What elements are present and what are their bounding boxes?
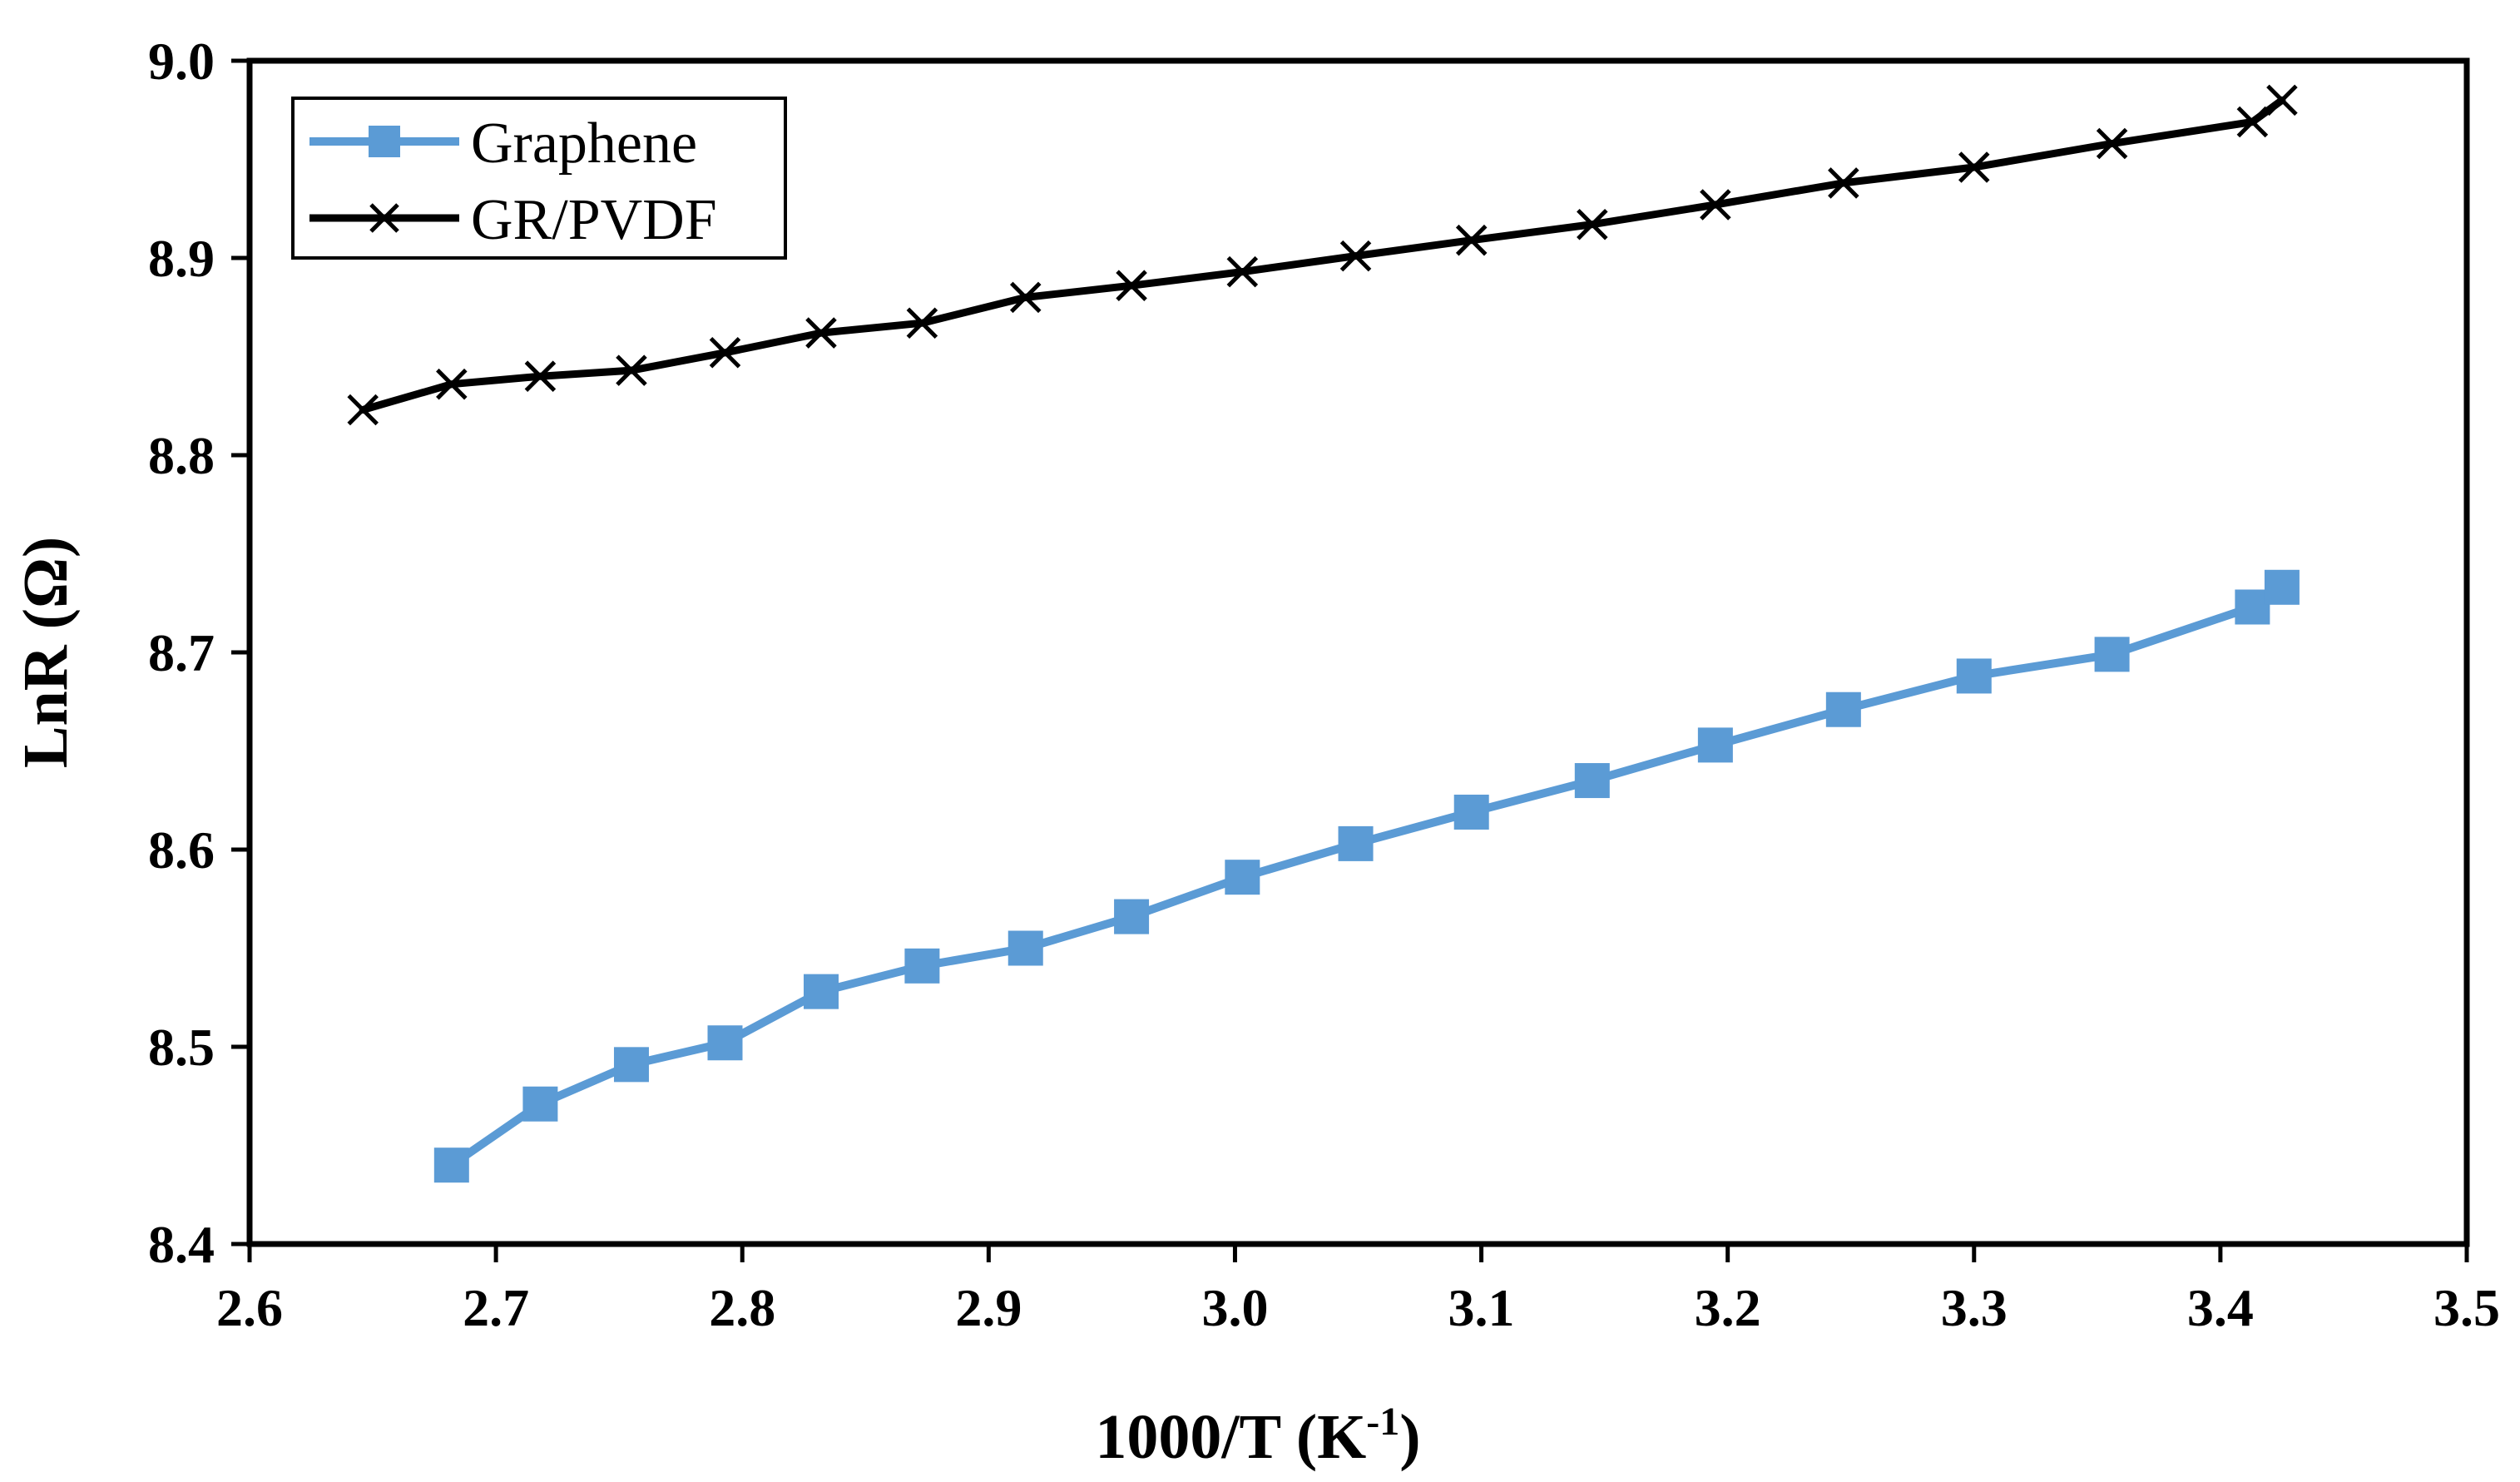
y-tick-label: 9.0 [148, 32, 215, 91]
data-point-graphene [1225, 860, 1260, 895]
data-point-gr-pvdf [436, 368, 468, 400]
x-tick-label: 3.1 [1448, 1278, 1515, 1337]
data-point-graphene [1574, 763, 1610, 799]
data-point-graphene [522, 1086, 558, 1122]
data-point-graphene [904, 948, 940, 984]
y-tick-label: 8.9 [148, 229, 215, 288]
data-point-gr-pvdf [616, 354, 647, 386]
data-point-graphene [433, 1147, 469, 1183]
data-point-graphene [1114, 899, 1150, 934]
x-axis-title-close: ) [1399, 1402, 1420, 1472]
x-tick-label: 3.0 [1201, 1278, 1268, 1337]
legend-grpvdf-label: GR/PVDF [471, 188, 717, 252]
data-point-graphene [707, 1025, 743, 1061]
legend-box [291, 97, 787, 260]
legend-graphene-label: Graphene [471, 112, 697, 176]
data-point-gr-pvdf [1958, 151, 1990, 183]
series-line-graphene [447, 582, 2286, 1170]
data-point-graphene [1453, 794, 1489, 830]
data-point-graphene [1825, 691, 1861, 727]
data-point-gr-pvdf [2236, 106, 2269, 138]
legend: Graphene GR/PVDF [291, 97, 787, 260]
x-axis: 2.6 2.7 2.8 2.9 3.0 3.1 3.2 3.3 3.4 3.5 [216, 1244, 2500, 1337]
data-point-gr-pvdf [805, 317, 837, 349]
data-point-gr-pvdf [709, 336, 741, 369]
y-tick-label: 8.5 [148, 1018, 215, 1077]
data-point-graphene [803, 974, 839, 1009]
x-tick-label: 3.2 [1695, 1278, 1761, 1337]
data-point-gr-pvdf [1455, 224, 1488, 256]
x-axis-title-main: 1000/T (K [1095, 1402, 1366, 1472]
data-point-gr-pvdf [1009, 281, 1042, 314]
legend-graphene-marker [369, 126, 400, 157]
data-point-gr-pvdf [1700, 189, 1731, 221]
data-point-graphene [1008, 930, 1043, 966]
data-point-gr-pvdf [524, 360, 557, 392]
y-axis-title: LnR (Ω) [11, 537, 81, 768]
data-point-gr-pvdf [2266, 84, 2298, 116]
data-point-gr-pvdf [906, 307, 938, 339]
y-tick-label: 8.4 [148, 1215, 215, 1274]
data-point-gr-pvdf [1339, 240, 1372, 272]
legend-grpvdf-marker [369, 203, 399, 233]
data-point-graphene [613, 1047, 649, 1083]
data-point-gr-pvdf [1828, 167, 1859, 199]
series-gr-pvdf [347, 84, 2298, 426]
y-tick-label: 8.8 [148, 426, 215, 485]
data-point-graphene [2094, 637, 2130, 672]
x-tick-label: 2.9 [955, 1278, 1022, 1337]
data-point-graphene [2235, 589, 2270, 625]
data-point-graphene [1697, 727, 1733, 763]
data-point-graphene [1338, 825, 1374, 861]
data-point-gr-pvdf [347, 394, 379, 426]
x-tick-label: 2.7 [463, 1278, 529, 1337]
data-point-gr-pvdf [1226, 255, 1259, 288]
x-tick-label: 3.4 [2187, 1278, 2254, 1337]
x-axis-title: 1000/T (K-1) [1095, 1400, 1420, 1472]
data-point-gr-pvdf [2096, 127, 2128, 160]
data-point-gr-pvdf [1116, 270, 1147, 301]
y-axis: 8.4 8.5 8.6 8.7 8.8 8.9 9.0 [148, 32, 250, 1274]
data-point-graphene [2264, 569, 2300, 605]
data-point-gr-pvdf [1577, 208, 1608, 240]
y-tick-label: 8.6 [148, 820, 215, 880]
x-tick-label: 3.5 [2433, 1278, 2500, 1337]
x-axis-title-sup: -1 [1366, 1400, 1399, 1444]
y-tick-label: 8.7 [148, 623, 215, 682]
series-graphene [433, 569, 2300, 1183]
series-layer [347, 84, 2300, 1183]
x-tick-label: 3.3 [1941, 1278, 2008, 1337]
x-tick-label: 2.6 [216, 1278, 283, 1337]
data-point-graphene [1956, 658, 1992, 694]
x-tick-label: 2.8 [709, 1278, 775, 1337]
